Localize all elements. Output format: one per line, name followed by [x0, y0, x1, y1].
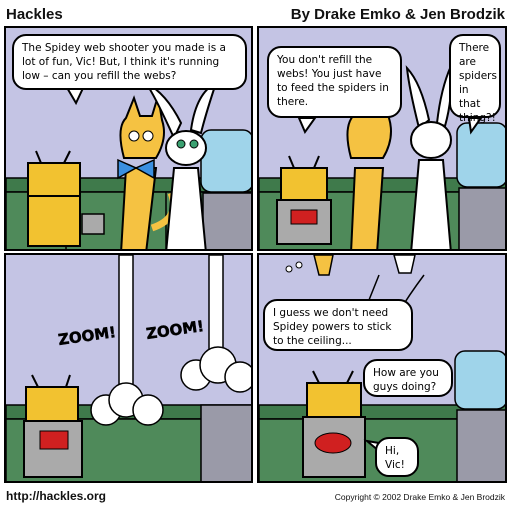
robot-vic: [276, 155, 332, 245]
copyright-notice: Copyright © 2002 Drake Emko & Jen Brodzi…: [334, 492, 505, 502]
panel-2: You don't refill the webs! You just have…: [257, 26, 507, 251]
cat-character: [117, 95, 178, 249]
speech-bubble-vic: How are you guys doing?: [363, 359, 453, 397]
dust-cloud: [90, 382, 164, 426]
speech-bubble-ceiling: I guess we don't need Spidey powers to s…: [263, 299, 413, 351]
cat-on-ceiling: [313, 255, 334, 276]
robot-vic: [302, 370, 366, 478]
panel-4: I guess we don't need Spidey powers to s…: [257, 253, 507, 483]
dust-cloud: [180, 346, 251, 393]
comic-byline: By Drake Emko & Jen Brodzik: [290, 6, 505, 23]
thought-dots: [285, 261, 303, 273]
panel-3-art: [6, 255, 251, 481]
speech-bubble-rabbit: There are spiders in that thing?!: [449, 34, 501, 124]
robot-vic: [27, 150, 105, 247]
panel-2-art: [259, 65, 505, 249]
panel-1: The Spidey web shooter you made is a lot…: [4, 26, 253, 251]
speech-bubble-vic: You don't refill the webs! You just have…: [267, 46, 402, 118]
speech-bubble-hi: Hi, Vic!: [375, 437, 419, 477]
rabbit-character: [405, 65, 453, 249]
speech-bubble-cat: The Spidey web shooter you made is a lot…: [12, 34, 247, 90]
rabbit-character: [143, 80, 218, 249]
comic-title: Hackles: [6, 6, 63, 23]
site-url[interactable]: http://hackles.org: [6, 489, 107, 503]
panel-1-art: [6, 80, 251, 249]
robot-vic: [23, 374, 83, 478]
panel-3: ZOOM! ZOOM!: [4, 253, 253, 483]
